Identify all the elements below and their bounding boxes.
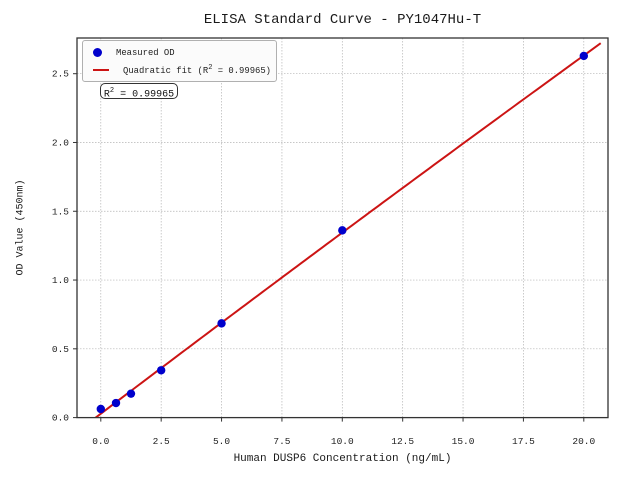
- svg-text:5.0: 5.0: [213, 436, 230, 447]
- svg-text:20.0: 20.0: [572, 436, 595, 447]
- svg-text:2.5: 2.5: [153, 436, 170, 447]
- svg-text:2.0: 2.0: [52, 137, 69, 148]
- svg-text:12.5: 12.5: [391, 436, 414, 447]
- svg-text:10.0: 10.0: [331, 436, 354, 447]
- svg-text:2.5: 2.5: [52, 69, 69, 80]
- svg-text:1.0: 1.0: [52, 275, 69, 286]
- svg-text:0.0: 0.0: [92, 436, 109, 447]
- svg-text:0.0: 0.0: [52, 413, 69, 424]
- svg-text:17.5: 17.5: [512, 436, 535, 447]
- svg-text:0.5: 0.5: [52, 344, 69, 355]
- svg-text:1.5: 1.5: [52, 206, 69, 217]
- svg-text:7.5: 7.5: [273, 436, 290, 447]
- svg-text:15.0: 15.0: [452, 436, 475, 447]
